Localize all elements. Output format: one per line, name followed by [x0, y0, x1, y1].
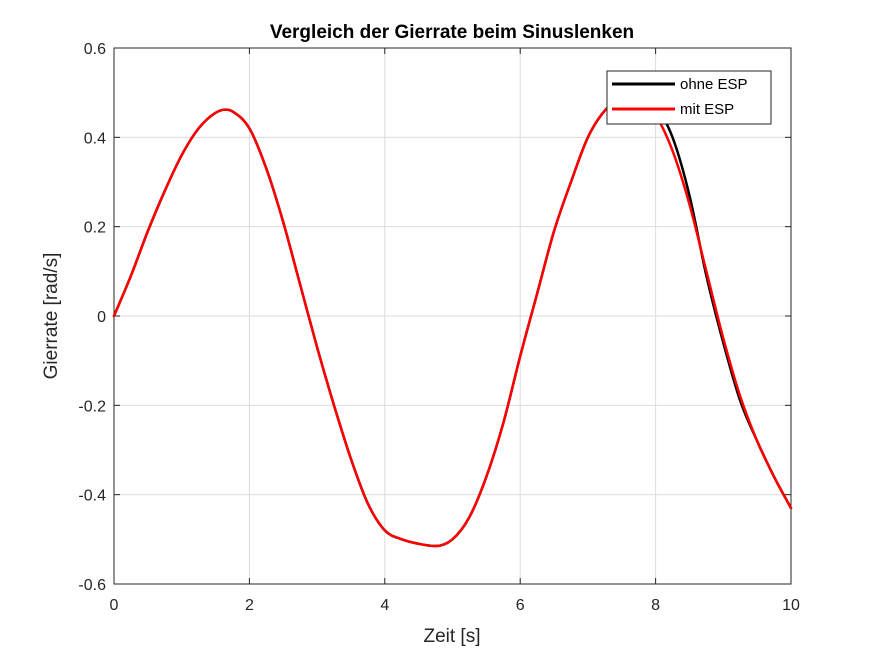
y-tick-label: 0.2 [84, 220, 106, 237]
y-tick-labels: -0.6 -0.4 -0.2 0 0.2 0.4 0.6 [78, 41, 106, 594]
y-tick-label: -0.4 [78, 488, 106, 505]
y-tick-label: -0.2 [78, 398, 106, 415]
chart-title: Vergleich der Gierrate beim Sinuslenken [270, 22, 634, 43]
legend: ohne ESP mit ESP [606, 70, 772, 125]
x-tick-labels: 0 2 4 6 8 10 [110, 597, 800, 614]
y-tick-label: 0 [97, 309, 106, 326]
legend-box [606, 70, 772, 125]
y-tick-label: 0.6 [84, 41, 106, 58]
legend-label-mit-esp: mit ESP [680, 101, 734, 118]
y-axis-label: Gierrate [rad/s] [41, 253, 62, 380]
grid-lines [114, 48, 791, 584]
legend-label-ohne-esp: ohne ESP [680, 76, 748, 93]
x-tick-label: 8 [651, 597, 660, 614]
data-series [112, 93, 793, 548]
x-tick-label: 4 [380, 597, 389, 614]
series-line-mit-esp [112, 95, 793, 548]
x-tick-label: 10 [782, 597, 800, 614]
x-tick-label: 6 [516, 597, 525, 614]
x-tick-label: 0 [110, 597, 119, 614]
y-tick-label: 0.4 [84, 130, 106, 147]
axis-ticks [113, 47, 792, 585]
x-axis-label: Zeit [s] [423, 626, 480, 647]
x-tick-label: 2 [245, 597, 254, 614]
y-tick-label: -0.6 [78, 577, 106, 594]
